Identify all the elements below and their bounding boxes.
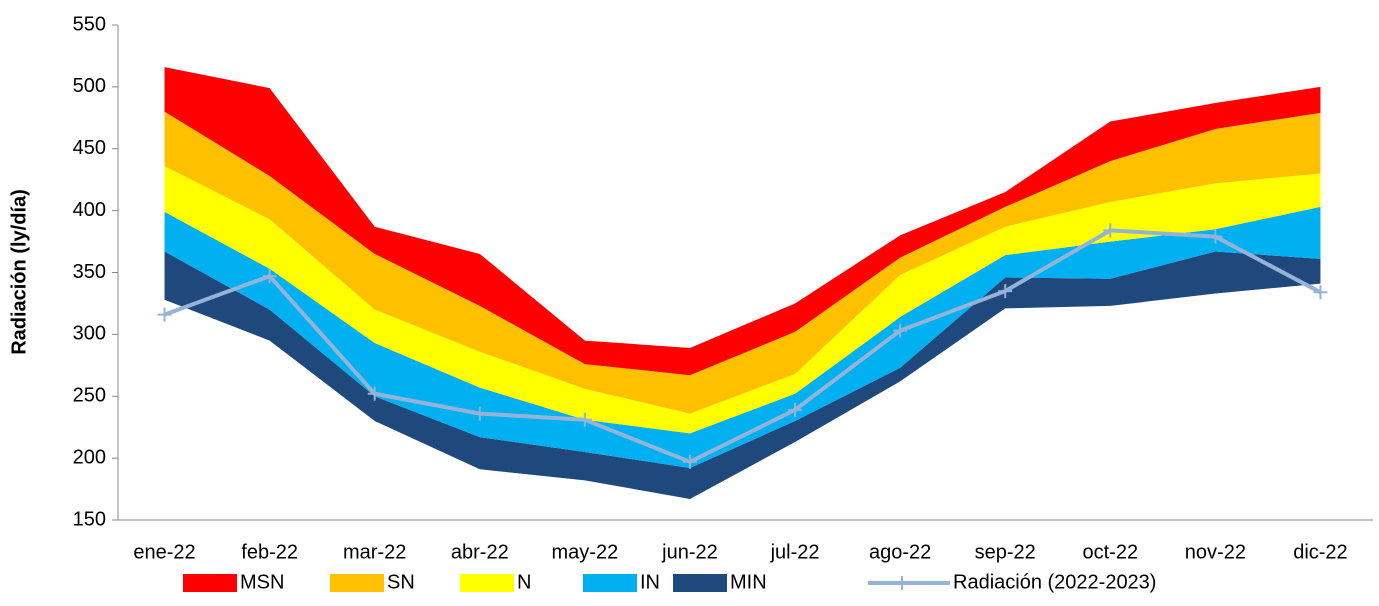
- area-band: [164, 166, 1321, 434]
- x-tick-label: ago-22: [869, 541, 931, 563]
- y-tick-label: 300: [73, 323, 106, 345]
- line-marker: [262, 269, 277, 284]
- line-marker: [1103, 223, 1118, 238]
- line-marker: [893, 323, 908, 338]
- x-tick-label: dic-22: [1293, 541, 1347, 563]
- legend-label: Radiación (2022-2023): [953, 571, 1156, 593]
- line-marker: [1313, 285, 1328, 300]
- line-marker: [157, 307, 172, 322]
- y-tick-label: 150: [73, 508, 106, 530]
- line: [163, 228, 1322, 465]
- line-marker: [472, 406, 487, 421]
- line-marker: [788, 402, 803, 417]
- line-marker: [1208, 229, 1223, 244]
- y-tick-label: 350: [73, 261, 106, 283]
- x-tick-label: abr-22: [451, 541, 509, 563]
- y-tick-label: 550: [73, 13, 106, 35]
- area-band: [164, 251, 1321, 499]
- x-tick-label: jun-22: [661, 541, 718, 563]
- x-tick-label: feb-22: [241, 541, 298, 563]
- x-tick-label: sep-22: [975, 541, 1036, 563]
- x-tick-label: oct-22: [1082, 541, 1138, 563]
- legend-label: N: [517, 571, 531, 593]
- legend-label: MIN: [730, 571, 767, 593]
- legend-swatch: [460, 574, 514, 592]
- area-band: [164, 111, 1321, 414]
- y-tick-label: 500: [73, 75, 106, 97]
- legend-swatch: [673, 574, 727, 592]
- line-marker: [998, 284, 1013, 299]
- y-tick-label: 450: [73, 137, 106, 159]
- x-tick-label: ene-22: [133, 541, 195, 563]
- x-tick-label: mar-22: [343, 541, 406, 563]
- y-axis-label: Radiación (ly/día): [8, 189, 30, 355]
- x-tick-label: jul-22: [770, 541, 820, 563]
- x-tick-label: nov-22: [1185, 541, 1246, 563]
- legend-label: IN: [640, 571, 660, 593]
- x-tick-label: may-22: [552, 541, 619, 563]
- legend-swatch: [330, 574, 384, 592]
- y-tick-label: 200: [73, 446, 106, 468]
- legend-label: SN: [387, 571, 415, 593]
- area-band: [164, 206, 1321, 469]
- line-marker: [367, 386, 382, 401]
- legend-label: MSN: [240, 571, 284, 593]
- y-tick-label: 250: [73, 385, 106, 407]
- legend-swatch: [583, 574, 637, 592]
- legend-swatch: [183, 574, 237, 592]
- line-marker: [577, 412, 592, 427]
- line-marker: [682, 454, 697, 469]
- legend-marker: [895, 576, 909, 590]
- y-tick-label: 400: [73, 199, 106, 221]
